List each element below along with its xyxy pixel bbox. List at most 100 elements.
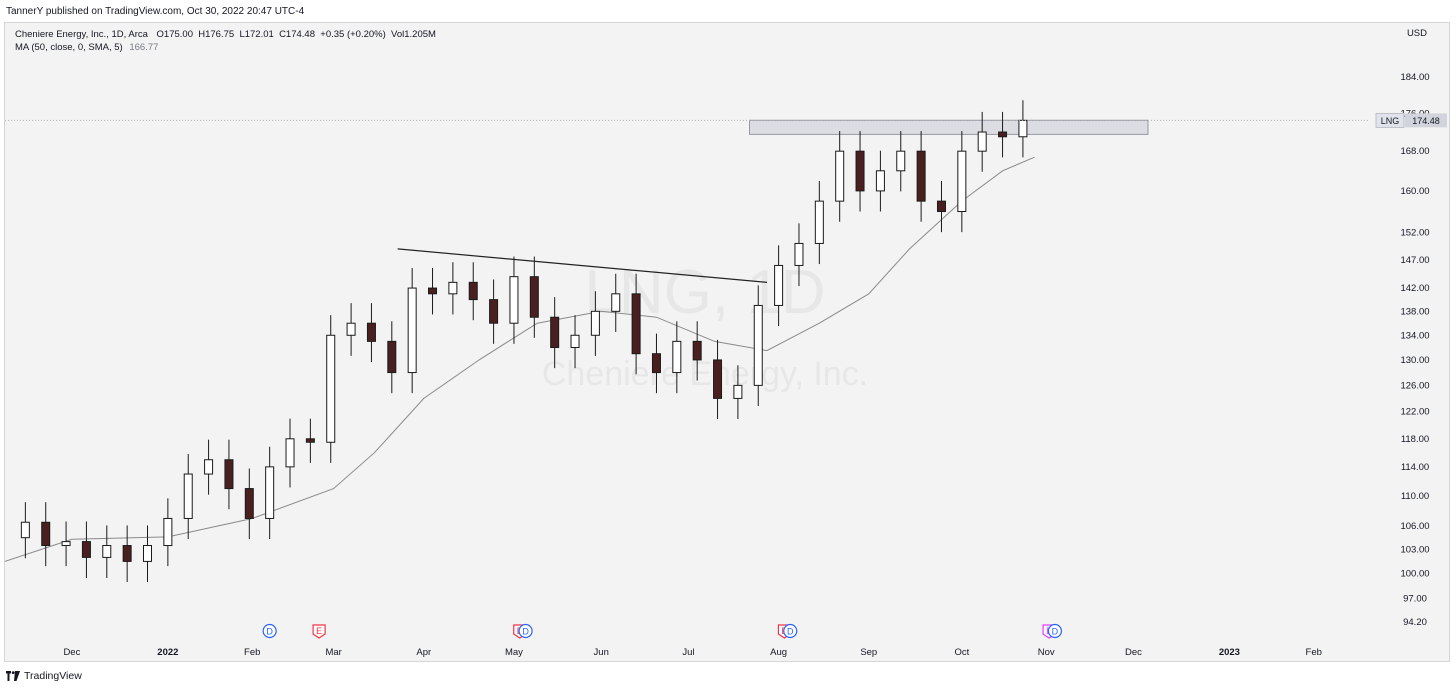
- candle-body: [41, 521, 51, 547]
- y-tick-label: 110.00: [1401, 491, 1429, 502]
- resistance-zone: [749, 119, 1149, 135]
- candle-body: [285, 438, 295, 468]
- candle-body: [407, 287, 417, 374]
- publish-header: TannerY published on TradingView.com, Oc…: [0, 0, 1456, 22]
- candle-body: [713, 359, 723, 399]
- x-tick-label: Jun: [594, 647, 609, 658]
- legend-ma-label: MA (50, close, 0, SMA, 5): [15, 42, 123, 53]
- x-tick-label: Mar: [325, 647, 341, 658]
- y-tick-label: 114.00: [1401, 462, 1429, 473]
- trendline: [397, 248, 768, 283]
- candle-body: [651, 353, 661, 374]
- candle-body: [814, 200, 824, 244]
- candle-body: [631, 293, 641, 355]
- candle-body: [81, 541, 91, 558]
- candle-body: [163, 517, 173, 547]
- candle-body: [346, 322, 356, 336]
- candle-body: [428, 287, 438, 295]
- price-symbol-tag: [1375, 112, 1405, 128]
- price-chart[interactable]: LNG, 1D Cheniere Energy, Inc. 94.20 97.00 10…: [5, 23, 1450, 662]
- legend-ohlc: O175.00 H176.75 L172.01 C174.48 +0.35 (+…: [156, 29, 436, 40]
- published-text: TannerY published on TradingView.com, Oc…: [6, 6, 305, 17]
- y-tick-label: 152.00: [1400, 228, 1429, 239]
- dividend-marker-label: D: [1052, 627, 1059, 637]
- x-tick-label: Dec: [1125, 647, 1142, 658]
- y-tick-label: 168.00: [1400, 146, 1429, 157]
- candle-body: [957, 150, 967, 213]
- y-tick-label: 94.20: [1403, 617, 1427, 628]
- y-tick-label: 134.00: [1400, 330, 1429, 341]
- candle-body: [224, 459, 234, 490]
- x-tick-label: Aug: [770, 647, 787, 658]
- x-tick-label: Feb: [244, 647, 260, 658]
- y-tick-label: 118.00: [1401, 434, 1429, 445]
- candle-body: [509, 276, 519, 324]
- x-tick-label: Jul: [682, 647, 694, 658]
- y-tick-label: 130.00: [1400, 355, 1429, 366]
- candle-body: [102, 545, 112, 558]
- candle-body: [244, 488, 254, 519]
- candle-body: [366, 322, 376, 342]
- legend-ma-row[interactable]: MA (50, close, 0, SMA, 5) 166.77: [15, 42, 158, 53]
- legend-symbol-info: Cheniere Energy, Inc., 1D, Arca: [15, 29, 148, 40]
- candle-body: [448, 281, 458, 295]
- x-tick-label: Feb: [1306, 647, 1322, 658]
- candle-body: [489, 299, 499, 324]
- watermark-company: Cheniere Energy, Inc.: [542, 355, 868, 393]
- y-tick-label: 147.00: [1400, 255, 1429, 266]
- price-value-label: 174.48: [1412, 116, 1440, 126]
- candle-body: [122, 545, 132, 562]
- dividend-marker-icon: [783, 623, 798, 639]
- x-tick-label: 2022: [157, 647, 178, 658]
- earnings-marker-icon: [312, 624, 326, 639]
- y-tick-label: 103.00: [1400, 544, 1429, 555]
- candle-body: [855, 150, 865, 192]
- y-tick-label: 122.00: [1400, 407, 1429, 418]
- candle-body: [529, 276, 539, 318]
- candle-body: [570, 334, 580, 349]
- y-tick-label: 106.00: [1400, 521, 1429, 532]
- footer-brand[interactable]: TradingView: [6, 670, 82, 682]
- x-tick-label: Oct: [954, 647, 969, 658]
- candle-body: [916, 150, 926, 202]
- candle-body: [61, 541, 71, 547]
- candle-body: [977, 131, 987, 152]
- candle-body: [672, 340, 682, 374]
- candle-body: [1018, 119, 1028, 138]
- candle-body: [875, 170, 885, 192]
- candle-body: [20, 521, 30, 539]
- x-tick-label: Apr: [416, 647, 431, 658]
- y-tick-label: 184.00: [1400, 72, 1429, 83]
- dividend-marker-icon: [518, 623, 533, 639]
- y-tick-label: 126.00: [1400, 380, 1429, 391]
- currency-label[interactable]: USD: [1406, 28, 1427, 39]
- legend-symbol-row: Cheniere Energy, Inc., 1D, Arca O175.00 …: [15, 29, 436, 40]
- legend-ma-value: 166.77: [129, 42, 159, 53]
- candle-body: [733, 384, 743, 399]
- candle-body: [753, 304, 763, 386]
- dividend-marker-icon: [262, 623, 277, 639]
- candle-body: [835, 150, 845, 202]
- price-value-tag: [1405, 113, 1447, 128]
- candle-body: [794, 242, 804, 266]
- x-tick-label: May: [505, 647, 523, 658]
- chart-panel[interactable]: LNG, 1D Cheniere Energy, Inc. 94.20 97.00 10…: [4, 22, 1450, 662]
- candle-body: [774, 264, 784, 306]
- watermark-ticker: LNG, 1D: [584, 258, 825, 327]
- y-tick-label: 160.00: [1400, 186, 1429, 197]
- x-tick-label: Sep: [860, 647, 877, 658]
- tradingview-logo-icon: [6, 671, 20, 681]
- price-symbol-label: LNG: [1381, 116, 1400, 126]
- candle-body: [550, 316, 560, 349]
- candle-body: [183, 473, 193, 519]
- candle-body: [611, 293, 621, 312]
- candle-body: [143, 545, 153, 562]
- candle-body: [204, 459, 214, 475]
- candle-body: [936, 200, 946, 213]
- candle-body: [305, 438, 315, 443]
- candle-body: [468, 281, 478, 301]
- candle-body: [590, 310, 600, 336]
- x-tick-label: Dec: [63, 647, 80, 658]
- y-tick-label: 100.00: [1400, 569, 1429, 580]
- earnings-marker-label: E: [316, 626, 322, 636]
